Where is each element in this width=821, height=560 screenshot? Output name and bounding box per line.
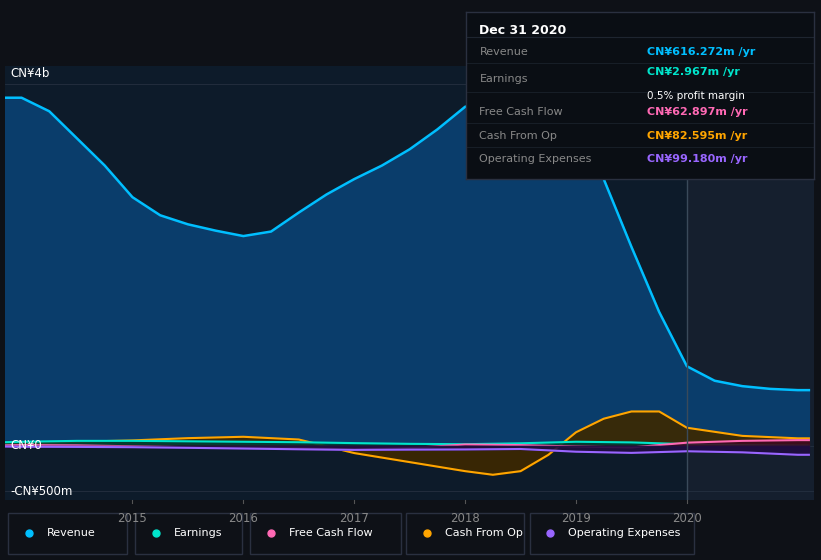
Text: Operating Expenses: Operating Expenses	[568, 529, 681, 538]
Text: Operating Expenses: Operating Expenses	[479, 154, 592, 164]
Text: CN¥99.180m /yr: CN¥99.180m /yr	[646, 154, 747, 164]
Text: Revenue: Revenue	[479, 48, 528, 57]
Text: 2019: 2019	[561, 512, 591, 525]
Text: Revenue: Revenue	[47, 529, 95, 538]
Text: Cash From Op: Cash From Op	[445, 529, 523, 538]
Text: CN¥616.272m /yr: CN¥616.272m /yr	[646, 48, 754, 57]
Text: 2015: 2015	[117, 512, 147, 525]
Text: Dec 31 2020: Dec 31 2020	[479, 24, 566, 37]
Text: Earnings: Earnings	[479, 74, 528, 84]
Text: 2017: 2017	[339, 512, 369, 525]
Text: 0.5% profit margin: 0.5% profit margin	[646, 91, 745, 101]
Text: CN¥82.595m /yr: CN¥82.595m /yr	[646, 131, 747, 141]
Text: Free Cash Flow: Free Cash Flow	[289, 529, 373, 538]
Text: -CN¥500m: -CN¥500m	[11, 484, 73, 497]
Bar	[687, 66, 814, 500]
Text: Free Cash Flow: Free Cash Flow	[479, 108, 563, 118]
Text: CN¥2.967m /yr: CN¥2.967m /yr	[646, 67, 740, 77]
Text: 2018: 2018	[450, 512, 480, 525]
Text: Cash From Op: Cash From Op	[479, 131, 557, 141]
Text: 2020: 2020	[672, 512, 702, 525]
Text: CN¥0: CN¥0	[11, 440, 42, 452]
Text: CN¥4b: CN¥4b	[11, 67, 50, 80]
Text: CN¥62.897m /yr: CN¥62.897m /yr	[646, 108, 747, 118]
Text: 2016: 2016	[228, 512, 259, 525]
Text: Earnings: Earnings	[174, 529, 222, 538]
